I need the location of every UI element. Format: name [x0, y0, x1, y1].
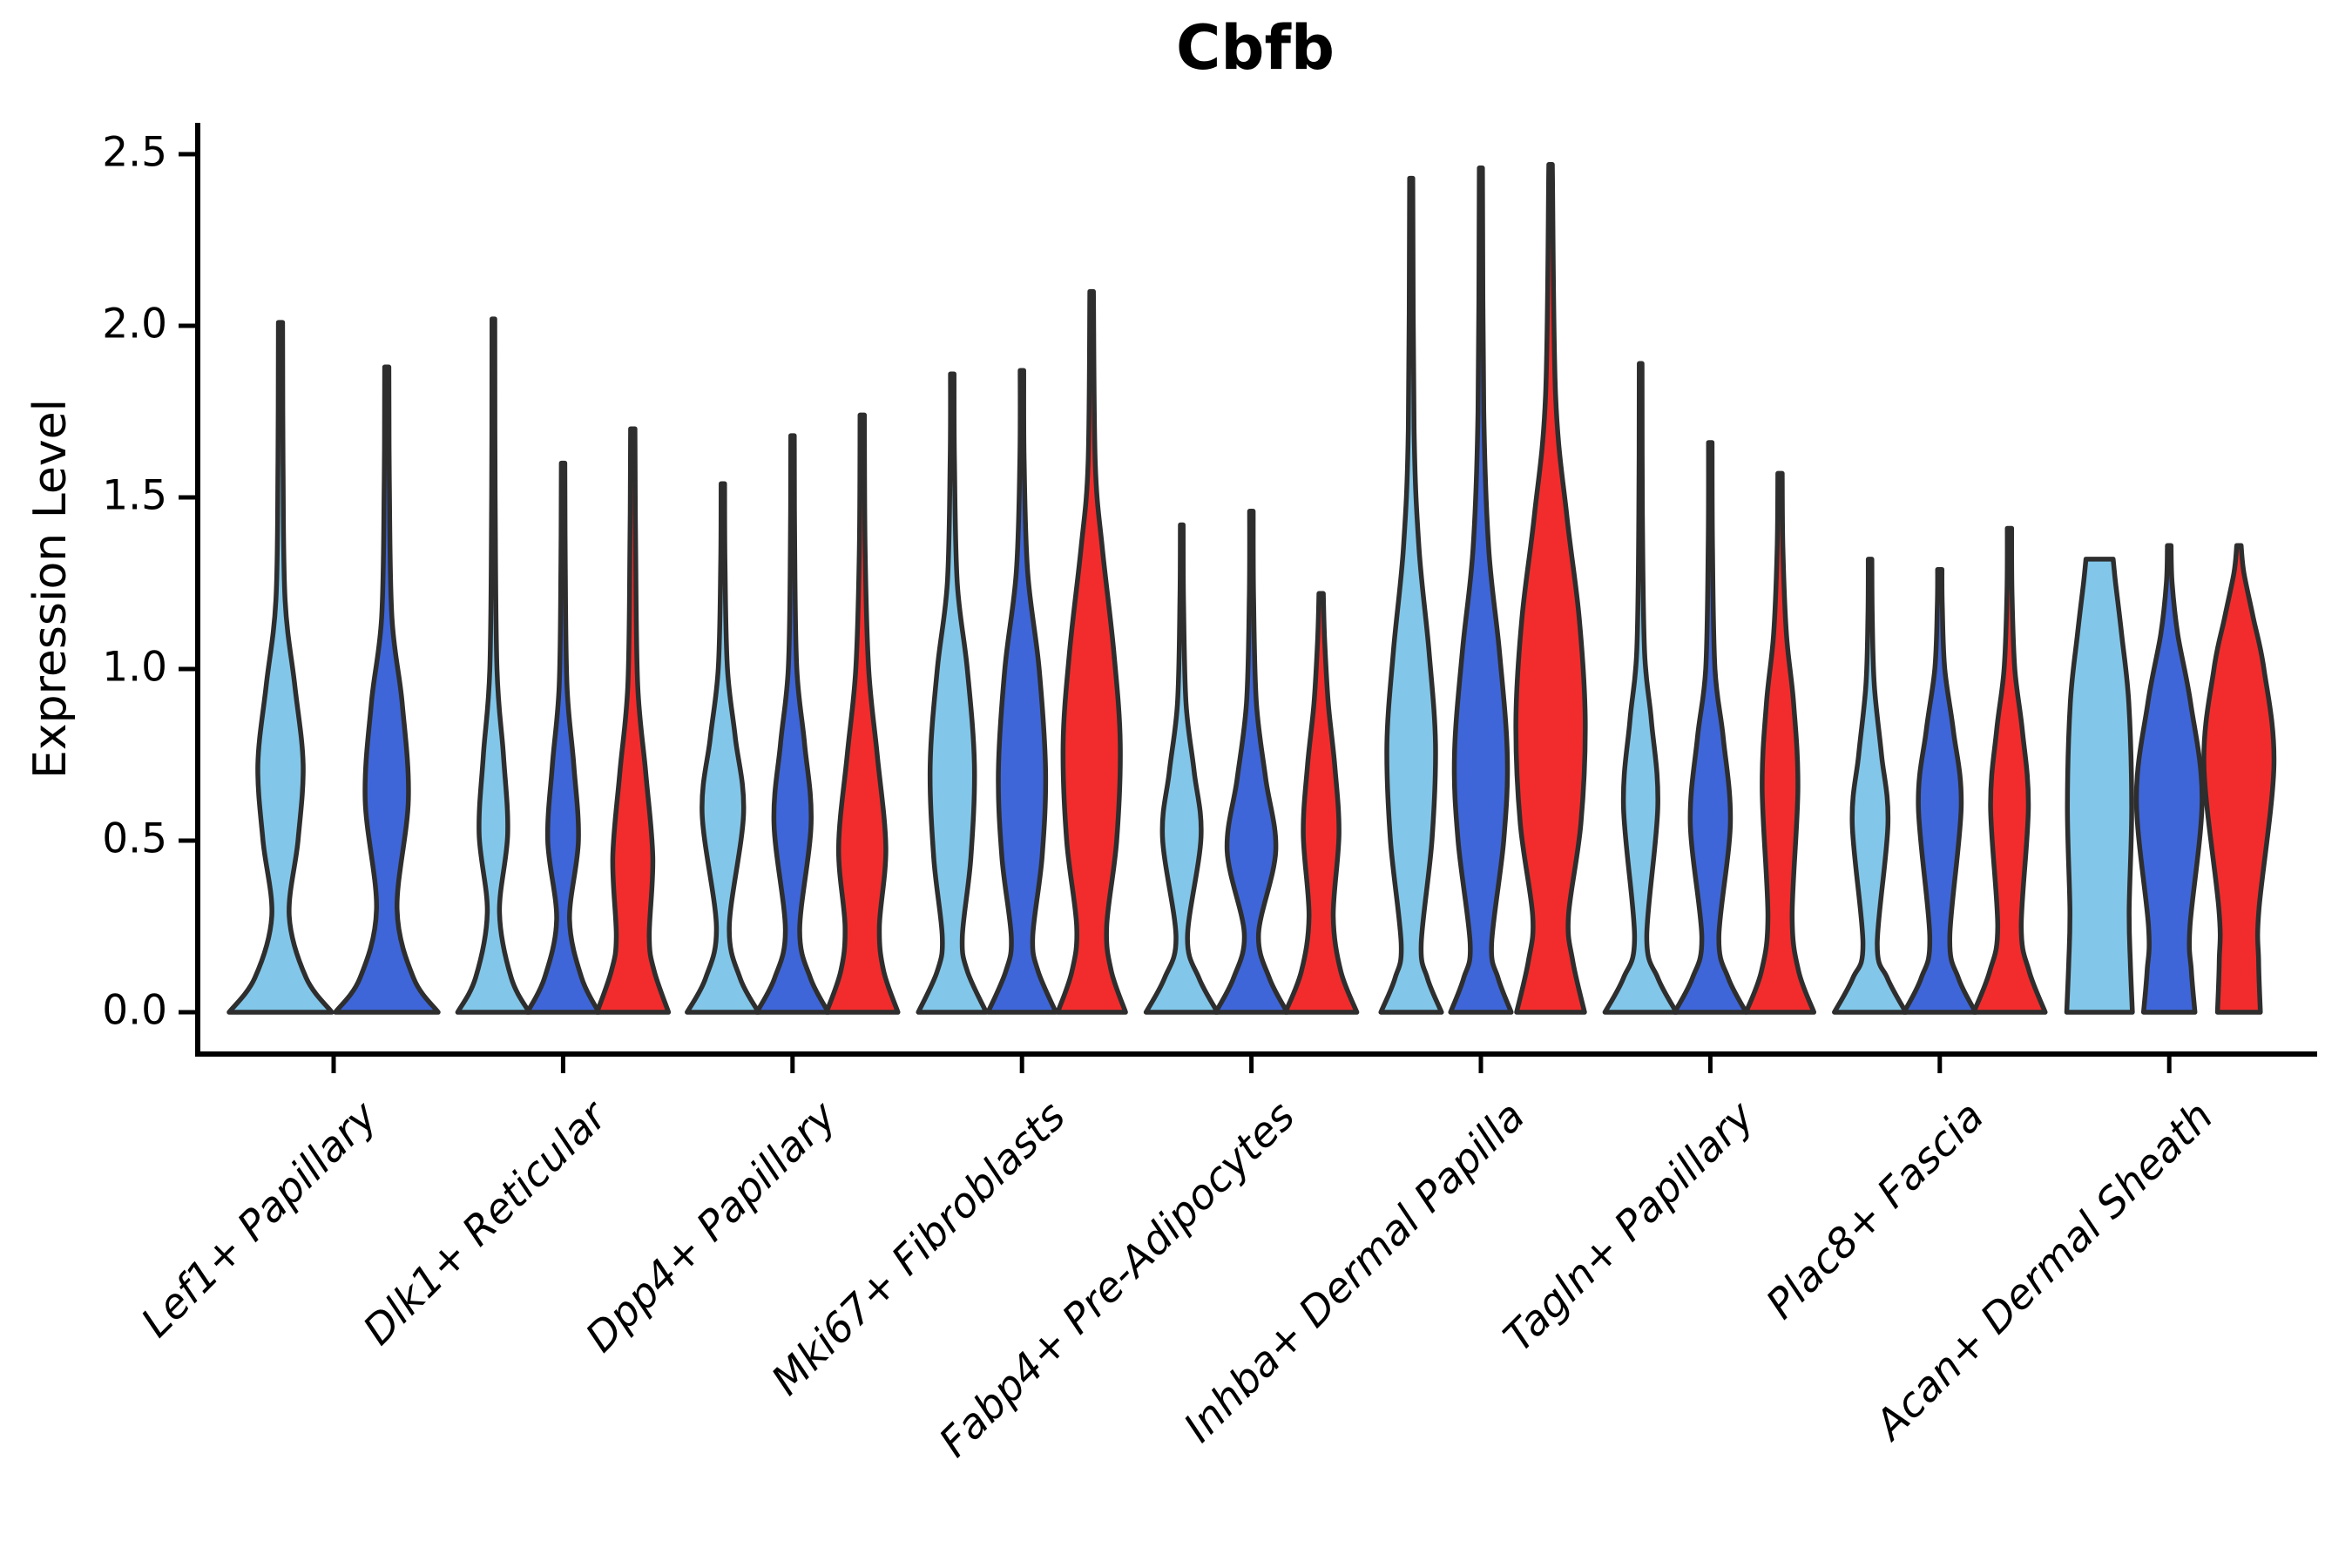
violin-light_blue: [455, 316, 532, 1015]
x-axis-ticks: [331, 1054, 2172, 1073]
violin-red: [824, 412, 901, 1015]
violin-light_blue: [1143, 522, 1220, 1015]
y-axis-label: Expression Level: [24, 398, 77, 780]
y-tick-label: 1.5: [102, 471, 167, 520]
violin-light_blue: [916, 371, 989, 1015]
violin-light_blue: [1832, 557, 1909, 1015]
violin-dark_blue: [754, 433, 831, 1015]
violin-dark_blue: [1448, 166, 1514, 1015]
violin-red: [1055, 288, 1128, 1015]
violin-light_blue: [685, 481, 761, 1015]
violin-dark_blue: [333, 364, 441, 1015]
violin-dark_blue: [1672, 440, 1749, 1015]
violin-red: [1282, 591, 1360, 1015]
y-tick-label: 2.5: [102, 128, 167, 177]
violin-dark_blue: [1902, 566, 1978, 1015]
violin-dark_blue: [524, 460, 602, 1015]
violin-light_blue: [2064, 557, 2135, 1015]
y-tick-label: 1.0: [102, 643, 167, 692]
violin-light_blue: [1378, 175, 1444, 1015]
chart-title: Cbfb: [1175, 12, 1335, 84]
y-tick-label: 2.0: [102, 300, 167, 348]
violin-red: [594, 426, 672, 1015]
y-tick-label: 0.5: [102, 814, 167, 863]
violin-dark_blue: [2133, 543, 2205, 1015]
y-tick-label: 0.0: [102, 986, 167, 1035]
violin-dark_blue: [985, 368, 1058, 1015]
violin-light_blue: [226, 320, 335, 1015]
violin-red: [2201, 543, 2277, 1015]
violin-red: [1513, 162, 1588, 1015]
violin-red: [1971, 525, 2048, 1015]
violin-red: [1743, 470, 1817, 1015]
y-axis-ticks: [179, 152, 198, 1015]
violin-dark_blue: [1213, 509, 1290, 1015]
violin-light_blue: [1602, 361, 1680, 1015]
violins-layer: [226, 162, 2277, 1015]
